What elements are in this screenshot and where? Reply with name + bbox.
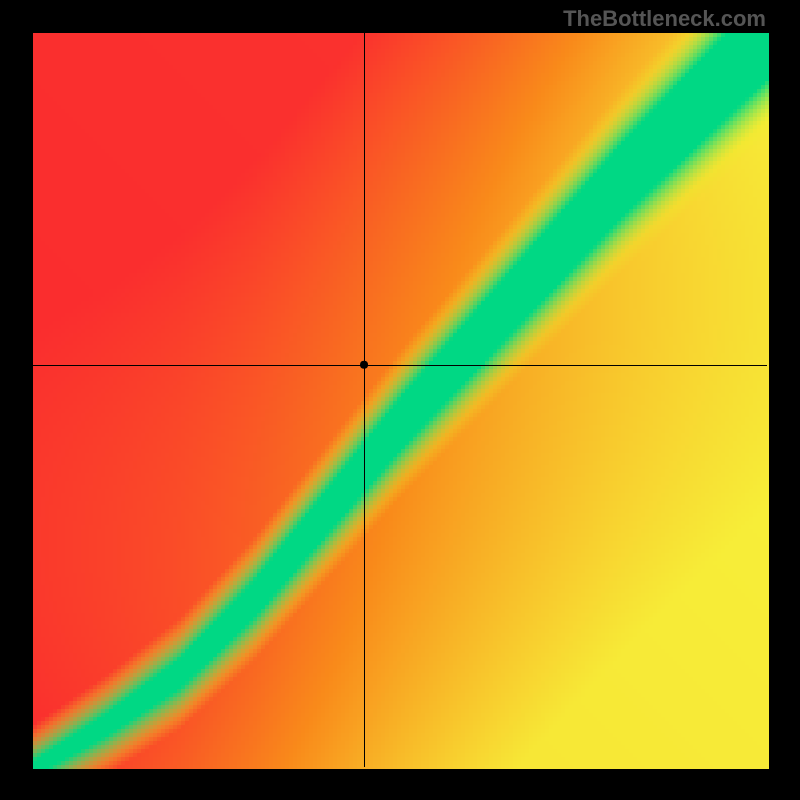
bottleneck-heatmap — [0, 0, 800, 800]
chart-container: TheBottleneck.com — [0, 0, 800, 800]
attribution-label: TheBottleneck.com — [563, 6, 766, 32]
